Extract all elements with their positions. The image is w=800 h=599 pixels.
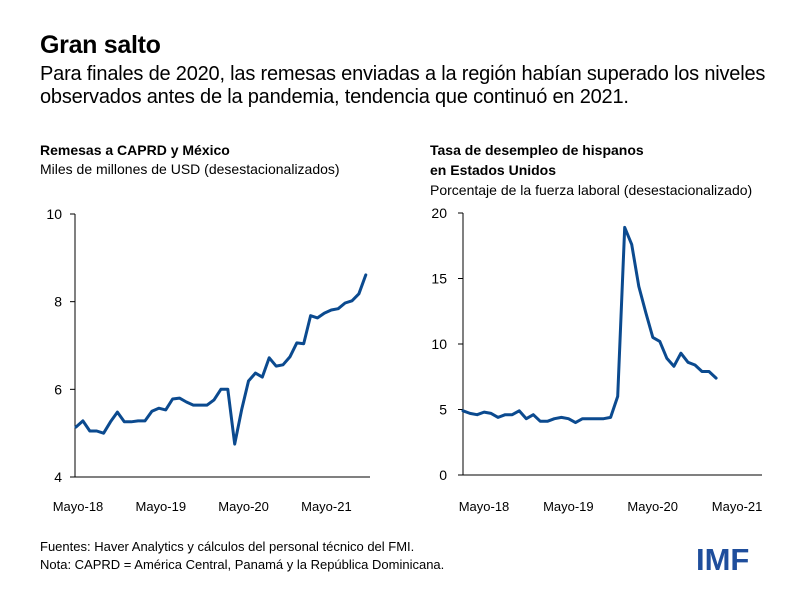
- right-series-line: [461, 225, 718, 425]
- left-x-tick-label: Mayo-18: [53, 499, 104, 514]
- right-y-tick-label: 10: [431, 336, 447, 352]
- subheadline: Para finales de 2020, las remesas enviad…: [40, 63, 766, 108]
- left-x-tick-label: Mayo-20: [218, 499, 269, 514]
- right-y-tick-label: 20: [431, 205, 447, 221]
- right-x-tick-label: Mayo-18: [459, 499, 510, 514]
- right-x-tick-label: Mayo-21: [712, 499, 763, 514]
- left-chart-title: Remesas a CAPRD y México: [40, 142, 230, 158]
- right-chart-subtitle: Porcentaje de la fuerza laboral (desesta…: [430, 182, 753, 198]
- right-chart: 0 5 10 15 20 Mayo-18 Mayo-19 Mayo-20 Mayo-21: [431, 205, 762, 514]
- left-chart-subtitle: Miles de millones de USD (desestacionali…: [40, 161, 340, 177]
- headline: Gran salto: [40, 31, 161, 59]
- right-chart-title-line2: en Estados Unidos: [430, 162, 557, 178]
- right-y-tick-label: 15: [431, 271, 447, 287]
- right-x-tick-label: Mayo-20: [627, 499, 678, 514]
- right-x-tick-label: Mayo-19: [543, 499, 594, 514]
- left-chart: 4 6 8 10 Mayo-18 Mayo-19 Mayo-20 Mayo-21: [46, 206, 370, 514]
- left-x-tick-label: Mayo-21: [301, 499, 352, 514]
- right-y-tick-label: 5: [439, 402, 447, 418]
- left-x-tick-label: Mayo-19: [136, 499, 187, 514]
- footer: Fuentes: Haver Analytics y cálculos del …: [40, 538, 444, 574]
- caprd-note: Nota: CAPRD = América Central, Panamá y …: [40, 557, 445, 572]
- imf-logo: IMF: [696, 542, 750, 577]
- left-series-line: [74, 273, 368, 446]
- right-y-tick-label: 0: [439, 467, 447, 483]
- right-chart-title-line1: Tasa de desempleo de hispanos: [430, 142, 644, 158]
- left-y-tick-label: 8: [54, 294, 62, 310]
- left-y-tick-label: 6: [54, 381, 62, 397]
- left-y-tick-label: 4: [54, 469, 62, 485]
- left-y-tick-label: 10: [46, 206, 62, 222]
- sources-note: Fuentes: Haver Analytics y cálculos del …: [40, 539, 415, 554]
